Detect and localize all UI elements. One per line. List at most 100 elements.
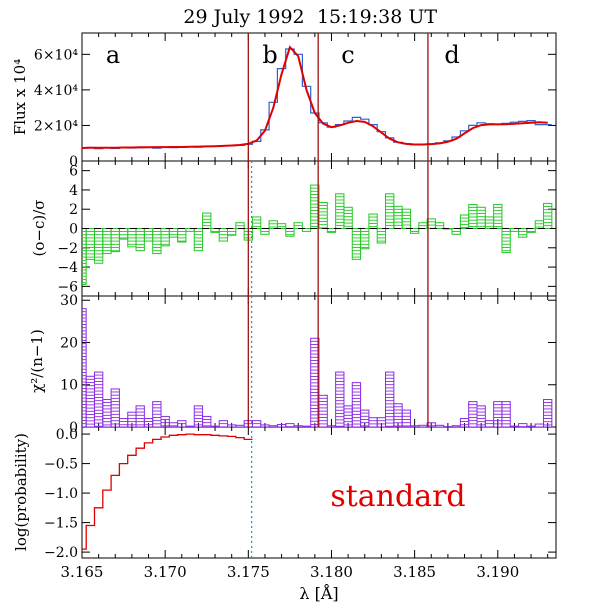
chi2-bar-outline [526,425,536,427]
residual-bar-outline [276,223,287,230]
x-tick-label: 3.165 [61,563,104,581]
residual-bar-outline [385,193,395,230]
y-tick-label: −6 [57,279,78,295]
chi2-bar-outline [160,415,170,427]
residual-bar-outline [93,228,104,264]
residual-bar [343,206,353,230]
residual-bar [218,228,229,242]
residual-bar [202,212,212,229]
chi2-bar [160,415,170,427]
residual-bar [210,228,220,233]
residual-bar [476,206,486,230]
chi2-bar [451,425,461,427]
chi2-bar [368,417,378,427]
residual-bar [285,228,295,237]
y-tick-label: 6×10⁴ [34,47,78,63]
region-label-a: a [106,41,120,69]
axis-ticks: 3.165 3.170 3.175 3.180 3.185 3.190 0 2×10⁴ 4×10… [34,33,556,581]
chi2-bar [235,424,245,427]
chi2-bar-outline [401,409,411,427]
chi2-bar [543,399,553,427]
residual-bar-outline [493,203,503,229]
chi2-bar-outline [235,424,245,427]
y-tick-label: −0.5 [44,457,78,473]
chi2-bar [351,382,362,427]
chi2-bar [218,420,229,427]
residual-bar-outline [202,212,212,229]
y-tick-label: 10 [60,378,78,394]
residual-bar [227,228,237,236]
region-label-d: d [444,41,459,69]
residual-bar [451,228,461,235]
y-tick-label: 20 [60,335,78,351]
chi2-bar [152,401,162,427]
chi2-bar [127,411,137,427]
residual-bar [177,228,187,243]
probability-series-group [82,433,253,550]
chi2-bar [434,424,445,427]
residual-bar-outline [326,228,337,233]
residual-bar-outline [168,228,179,238]
residual-bar [143,228,154,242]
chi2-bar [93,371,104,427]
y-tick-label: 2×10⁴ [34,118,78,134]
chi2-bar [335,371,345,427]
residual-bar [409,228,420,234]
residual-bar [393,205,403,229]
residual-bar [376,228,387,244]
x-tick-label: 3.170 [144,563,187,581]
residual-bar [543,202,553,230]
chi2-bar [268,425,278,427]
chi2-bars [82,308,553,427]
chi2-bar [210,425,220,427]
flux-ylabel: Flux x 10⁴ [11,59,29,135]
y-tick-label: −1.0 [44,486,78,502]
chi2-bar [468,401,478,427]
y-tick-label: 0 [69,420,78,436]
chi2-bar [401,409,411,427]
residual-bar [168,228,179,238]
residual-bar-outline [376,228,387,244]
residual-bar [518,228,528,238]
chi2-bar-outline [268,425,278,427]
x-tick-label: 3.190 [476,563,519,581]
residual-bar [260,228,270,235]
residual-bar [459,214,470,229]
residual-bar [93,228,104,264]
chi2-bar-outline [534,423,545,427]
chi2-bar-outline [434,424,445,427]
residual-bar [468,203,478,229]
chi2-bar [285,423,295,427]
chi2-bar [82,308,87,427]
chi2-bar-outline [93,371,104,427]
residual-bar [534,220,545,230]
chi2-bar [534,423,545,427]
residual-bar [276,223,287,230]
chi2-bar-outline [82,308,87,427]
chi2-bar-outline [385,371,395,427]
chi2-bar-outline [135,405,145,427]
chi2-bar [301,425,312,427]
chi2-bar [501,401,511,427]
residual-bar [152,228,162,255]
region-boundary-lines [247,33,429,558]
title-time: 15:19:38 UT [317,6,437,28]
y-tick-label: −2 [57,241,78,257]
x-axis-label: λ [Å] [299,583,338,603]
residual-bar [110,228,120,253]
residual-bar [127,228,137,248]
chi2-bar [509,425,520,427]
residual-bar [118,228,129,240]
model-fit-line [82,45,548,149]
chi2-bar [135,405,145,427]
chi2-bar [168,422,179,427]
chi2-bar [418,424,428,427]
chi2-bar-outline [202,415,212,427]
chi2-bar [185,425,195,427]
residuals-ylabel: (o−c)/σ [30,200,48,257]
residual-bar [385,193,395,230]
residual-bar-outline [177,228,187,243]
chi2-bar [484,420,495,427]
